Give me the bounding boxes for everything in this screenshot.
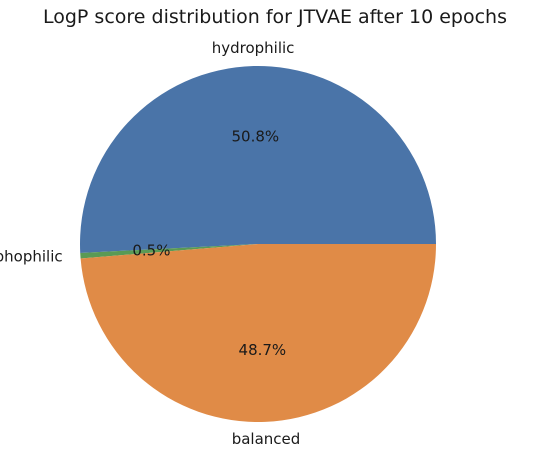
slice-pct-balanced: 48.7% [239,341,287,359]
slice-label-balanced: balanced [232,430,301,448]
pie-slice-hydrophilic [80,66,436,253]
slice-pct-hydrophilic: 50.8% [231,128,279,146]
slice-label-liphophilic: liphophilic [0,247,63,265]
pie-slice-balanced [81,244,436,422]
slice-label-hydrophilic: hydrophilic [212,39,295,57]
slice-pct-liphophilic: 0.5% [132,242,170,260]
